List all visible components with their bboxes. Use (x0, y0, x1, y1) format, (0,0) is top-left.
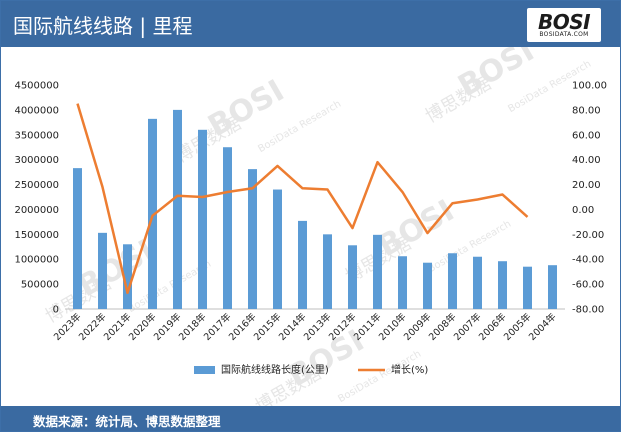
bar (173, 109, 182, 309)
logo-wordmark: BOSI (537, 10, 591, 34)
left-axis-tick: 2000000 (14, 205, 59, 216)
bar (348, 245, 357, 309)
bar (98, 232, 107, 309)
bosi-logo: BOSI BOSIDATA.COM (527, 8, 601, 42)
bar (223, 147, 232, 309)
left-axis-tick: 0 (53, 305, 59, 316)
right-axis-tick: -20.00 (572, 230, 604, 241)
page-title: 国际航线线路 | 里程 (13, 14, 193, 38)
legend-bar-swatch (194, 366, 215, 374)
axes: 0 500000 1000000 1500000 2000000 2500000 30000… (14, 81, 607, 316)
x-axis-ticks: 2023年2022年2021年2020年2019年2018年2017年2016年… (51, 310, 559, 343)
left-axis-tick: 4500000 (14, 81, 59, 92)
right-axis-tick: -40.00 (572, 255, 604, 266)
bar (123, 244, 132, 309)
right-axis-tick: -60.00 (572, 280, 604, 291)
right-axis-tick: 40.00 (572, 155, 601, 166)
line-series (76, 103, 529, 295)
bar (473, 256, 482, 309)
logo-domain: BOSIDATA.COM (539, 31, 589, 38)
bar (498, 261, 507, 309)
data-source: 数据来源：统计局、博思数据整理 (33, 414, 221, 429)
bar (323, 234, 332, 309)
header-bar: 国际航线线路 | 里程 BOSI BOSIDATA.COM (1, 1, 620, 47)
left-axis-tick: 3500000 (14, 130, 59, 141)
left-axis-tick: 1500000 (14, 230, 59, 241)
bar (398, 256, 407, 309)
bar (248, 169, 257, 309)
bar (423, 262, 432, 309)
left-axis-tick: 500000 (21, 280, 59, 291)
left-axis-tick: 2500000 (14, 180, 59, 191)
left-axis-tick: 4000000 (14, 105, 59, 116)
bar (273, 189, 282, 309)
right-axis-tick: 80.00 (572, 105, 601, 116)
bar-series (73, 109, 557, 309)
bar (523, 266, 532, 309)
legend-line-label: 增长(%) (391, 363, 428, 376)
footer-bar: 数据来源：统计局、博思数据整理 (1, 406, 620, 431)
right-axis-tick: -80.00 (572, 305, 604, 316)
left-axis-tick: 1000000 (14, 255, 59, 266)
x-tick-label: 2004年 (526, 310, 559, 343)
bar (373, 234, 382, 309)
right-axis-tick: 0.00 (572, 205, 594, 216)
right-axis-tick: 60.00 (572, 130, 601, 141)
bar (198, 129, 207, 309)
bar (73, 168, 82, 309)
legend: 国际航线线路长度(公里) 增长(%) (194, 363, 428, 376)
legend-bar-label: 国际航线线路长度(公里) (221, 363, 329, 376)
bar (448, 253, 457, 309)
bar (298, 220, 307, 309)
bar (148, 118, 157, 309)
left-axis-tick: 3000000 (14, 155, 59, 166)
right-axis-tick: 100.00 (572, 81, 607, 92)
bar (548, 265, 557, 309)
right-axis-tick: 20.00 (572, 180, 601, 191)
